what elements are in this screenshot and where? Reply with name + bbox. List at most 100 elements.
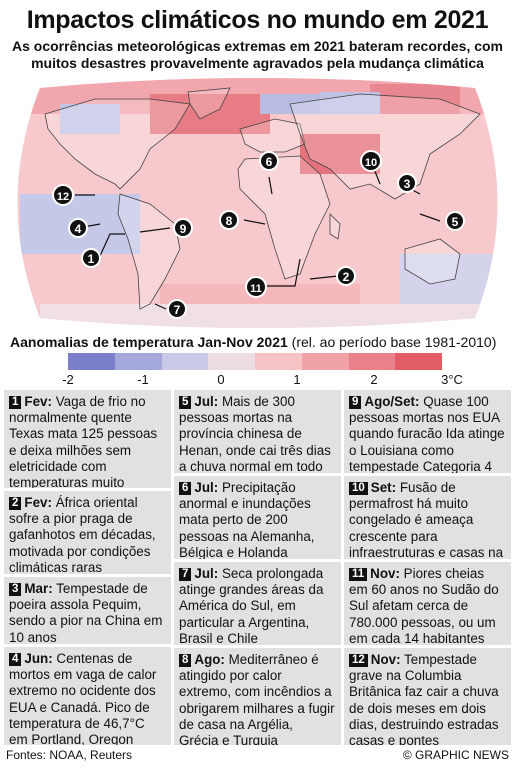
svg-text:10: 10 <box>365 157 377 169</box>
event-number: 9 <box>349 396 362 409</box>
sources-note: Fontes: NOAA, Reuters <box>6 748 133 762</box>
event-text: Fusão de permafrost há muito congelado é… <box>349 480 504 559</box>
legend-swatch <box>348 353 396 370</box>
svg-text:11: 11 <box>250 283 262 295</box>
event-text: Seca prolongada atinge grandes áreas da … <box>179 566 324 645</box>
event-date: Ago: <box>194 652 225 667</box>
credit-note: © GRAPHIC NEWS <box>402 748 509 762</box>
event-date: Jun: <box>24 651 53 666</box>
legend-swatch <box>208 353 255 370</box>
legend-tick: 1 <box>293 372 301 387</box>
continents <box>44 87 481 310</box>
event-number: 5 <box>179 396 192 409</box>
event-card: 5 Jul: Mais de 300 pessoas mortas na prov… <box>174 390 341 473</box>
marker-4[interactable]: 4 <box>68 218 88 238</box>
svg-text:6: 6 <box>266 155 273 169</box>
event-number: 7 <box>179 568 192 581</box>
legend-title-bold: Aanomalias de temperatura Jan-Nov 2021 <box>10 334 288 350</box>
legend-title-normal: (rel. ao período base 1981-2010) <box>291 334 497 350</box>
svg-text:1: 1 <box>88 252 95 266</box>
subtitle: As ocorrências meteorológicas extremas e… <box>0 38 515 72</box>
event-card: 3 Mar: Tempestade de poeira assola Pequim… <box>4 577 171 644</box>
event-text: Tempestade grave na Columbia Britânica f… <box>349 652 499 745</box>
event-text: Piores cheias em 60 anos no Sudão do Sul… <box>349 566 499 645</box>
event-number: 3 <box>9 583 22 596</box>
event-text: Tempestade de poeira assola Pequim, send… <box>9 581 163 644</box>
event-date: Mar: <box>24 581 53 596</box>
event-text: Vaga de frio no normalmente quente Texas… <box>9 394 158 488</box>
legend-tick: -1 <box>137 372 149 387</box>
marker-6[interactable]: 6 <box>259 151 279 171</box>
marker-8[interactable]: 8 <box>219 210 239 230</box>
marker-1[interactable]: 1 <box>81 248 101 268</box>
event-date: Fev: <box>24 394 52 409</box>
page-title: Impactos climáticos no mundo em 2021 <box>26 6 489 34</box>
legend-tick: -2 <box>62 372 74 387</box>
event-card: 10 Set: Fusão de permafrost há muito cong… <box>344 476 511 559</box>
marker-3[interactable]: 3 <box>397 173 417 193</box>
event-text: Precipitação anormal e inundações mata p… <box>179 480 315 559</box>
event-text: Mediterrâneo é atingido por calor extrem… <box>179 652 335 745</box>
event-number: 4 <box>9 653 22 666</box>
event-date: Nov: <box>370 652 401 667</box>
svg-text:12: 12 <box>57 191 69 203</box>
svg-text:7: 7 <box>174 303 181 317</box>
event-number: 8 <box>179 654 192 667</box>
legend-swatch <box>301 353 349 370</box>
svg-text:9: 9 <box>180 222 187 236</box>
event-date: Fev: <box>24 495 52 510</box>
legend-swatch <box>161 353 209 370</box>
event-date: Nov: <box>370 566 400 581</box>
event-card: 12 Nov: Tempestade grave na Columbia Brit… <box>344 648 511 745</box>
legend-title: Aanomalias de temperatura Jan-Nov 2021 (… <box>10 334 496 350</box>
event-text: Quase 100 pessoas mortas nos EUA quando … <box>349 394 505 473</box>
event-text: África oriental sofre a pior praga de ga… <box>9 495 156 574</box>
event-card: 11 Nov: Piores cheias em 60 anos no Sudão… <box>344 562 511 645</box>
marker-leaders <box>75 160 441 310</box>
event-number: 6 <box>179 482 192 495</box>
legend-swatch <box>68 353 115 370</box>
world-anomaly-map: 1 2 3 4 5 6 7 8 9 10 11 12 <box>17 78 498 328</box>
event-date: Jul: <box>194 394 219 409</box>
events-grid: 1 Fev: Vaga de frio no normalmente quente… <box>4 390 511 745</box>
event-card: 7 Jul: Seca prolongada atinge grandes áre… <box>174 562 341 645</box>
event-text: Centenas de mortos em vaga de calor extr… <box>9 651 157 745</box>
event-number: 12 <box>349 654 368 667</box>
event-date: Jul: <box>194 566 219 581</box>
marker-11[interactable]: 11 <box>245 276 267 298</box>
svg-text:2: 2 <box>343 270 350 284</box>
legend-swatch <box>114 353 162 370</box>
event-number: 1 <box>9 396 22 409</box>
event-date: Ago/Set: <box>364 394 420 409</box>
event-text: Mais de 300 pessoas mortas na província … <box>179 394 331 473</box>
subtitle-line-1: As ocorrências meteorológicas extremas e… <box>11 38 504 54</box>
event-number: 10 <box>349 482 368 495</box>
legend-tick: 0 <box>217 372 225 387</box>
svg-text:5: 5 <box>452 215 459 229</box>
marker-5[interactable]: 5 <box>445 211 465 231</box>
subtitle-line-2: muitos desastres provavelmente agravados… <box>31 55 484 71</box>
marker-9[interactable]: 9 <box>173 218 193 238</box>
event-card: 8 Ago: Mediterrâneo é atingido por calor … <box>174 648 341 745</box>
event-card: 4 Jun: Centenas de mortos em vaga de calo… <box>4 647 171 745</box>
event-number: 11 <box>349 568 368 581</box>
svg-text:3: 3 <box>404 177 411 191</box>
marker-10[interactable]: 10 <box>360 150 382 172</box>
event-card: 2 Fev: África oriental sofre a pior praga… <box>4 491 171 574</box>
legend-tick: 3°C <box>441 372 463 387</box>
event-card: 6 Jul: Precipitação anormal e inundações … <box>174 476 341 559</box>
svg-text:8: 8 <box>226 214 233 228</box>
marker-7[interactable]: 7 <box>167 299 187 319</box>
legend-color-scale <box>68 353 442 370</box>
event-date: Set: <box>370 480 397 495</box>
marker-12[interactable]: 12 <box>52 184 74 206</box>
marker-2[interactable]: 2 <box>336 266 356 286</box>
event-card: 9 Ago/Set: Quase 100 pessoas mortas nos E… <box>344 390 511 473</box>
event-number: 2 <box>9 497 22 510</box>
event-date: Jul: <box>194 480 219 495</box>
svg-text:4: 4 <box>75 222 82 236</box>
legend-swatch <box>255 353 302 370</box>
legend-tick: 2 <box>370 372 378 387</box>
event-card: 1 Fev: Vaga de frio no normalmente quente… <box>4 390 171 488</box>
event-markers: 1 2 3 4 5 6 7 8 9 10 11 12 <box>52 150 465 319</box>
